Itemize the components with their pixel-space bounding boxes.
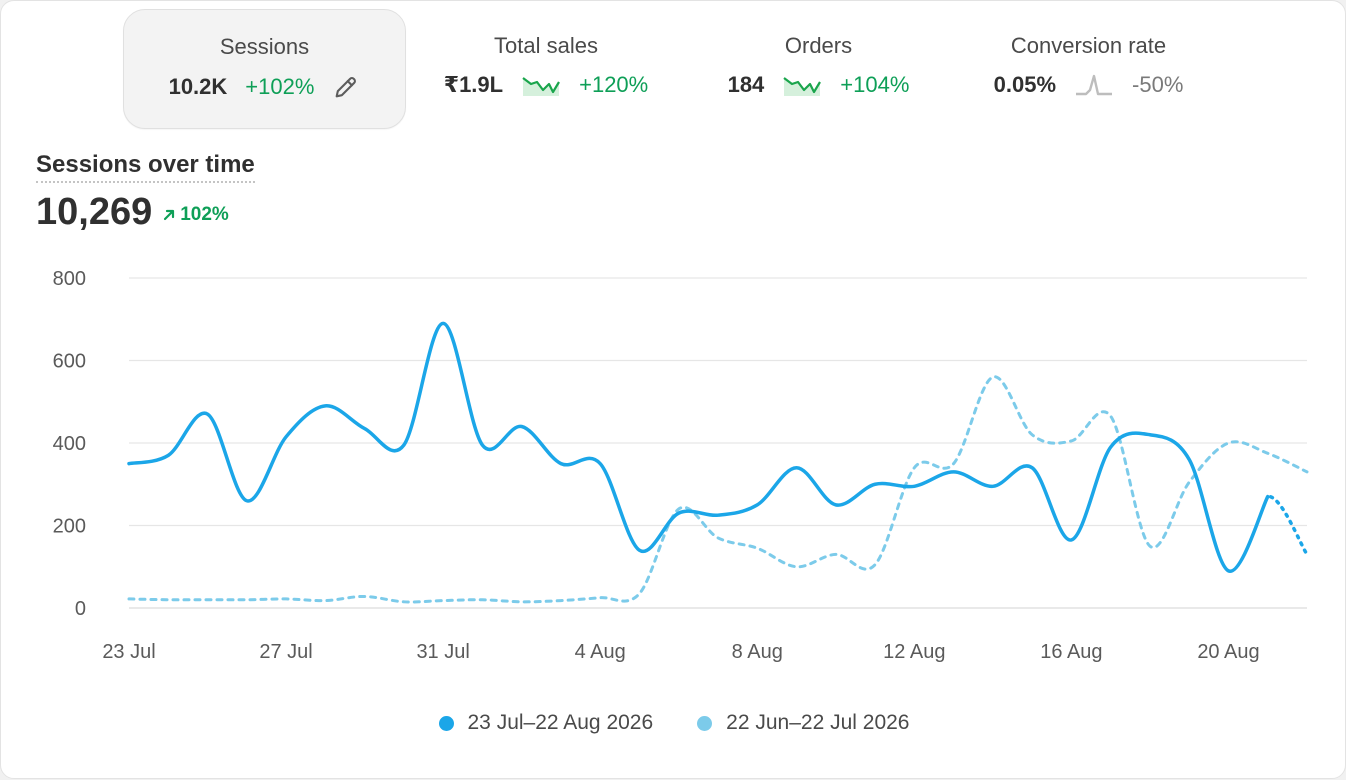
metric-conversion-rate[interactable]: Conversion rate 0.05% -50% [961, 9, 1216, 129]
y-tick-label: 800 [53, 268, 86, 290]
legend-dot [438, 715, 454, 731]
metric-delta: -50% [1132, 72, 1184, 97]
sessions-line-chart: 0 200 400 600 800 23 Jul 27 Jul 31 Jul 4 Aug 8 Au… [53, 268, 1309, 663]
x-tick-label: 8 Aug [732, 641, 783, 663]
sparkline-icon [1074, 72, 1114, 98]
metric-delta: +120% [579, 72, 649, 97]
sparkline-icon [782, 72, 822, 98]
metric-sessions[interactable]: Sessions 10.2K +102% [123, 9, 406, 129]
x-tick-label: 4 Aug [575, 641, 626, 663]
pencil-icon[interactable] [332, 73, 360, 101]
series-line-comparison [127, 375, 1309, 604]
x-tick-label: 12 Aug [883, 641, 945, 663]
sparkline-icon [521, 72, 561, 98]
y-tick-label: 400 [53, 433, 86, 455]
x-tick-label: 16 Aug [1040, 641, 1102, 663]
x-tick-label: 31 Jul [416, 641, 469, 663]
x-tick-label: 23 Jul [102, 641, 155, 663]
chart-delta-value: 102% [180, 203, 229, 225]
metric-value: 0.05% [993, 72, 1057, 97]
series-line-current-partial [1267, 494, 1309, 557]
y-tick-label: 600 [53, 351, 86, 373]
chart-total: 10,269 [36, 191, 153, 233]
metrics-bar: Sessions 10.2K +102% Total sales ₹1.9L [1, 1, 1345, 141]
legend-label: 23 Jul–22 Aug 2026 [467, 711, 654, 734]
chart-title[interactable]: Sessions over time [36, 151, 255, 183]
series-line-current [127, 321, 1270, 573]
metric-delta: +104% [840, 72, 910, 97]
arrow-up-right-icon [164, 209, 175, 220]
metric-title: Conversion rate [1010, 33, 1167, 58]
y-tick-label: 0 [75, 598, 86, 620]
metric-delta: +102% [245, 74, 315, 99]
metric-title: Orders [784, 33, 853, 58]
legend-dot [697, 715, 713, 731]
metric-title: Sessions [219, 34, 310, 59]
y-tick-label: 200 [53, 516, 86, 538]
legend-label: 22 Jun–22 Jul 2026 [726, 711, 910, 734]
metric-title: Total sales [494, 33, 598, 58]
chart-legend: 23 Jul–22 Aug 2026 22 Jun–22 Jul 2026 [1, 711, 1345, 735]
metric-value: 184 [727, 72, 765, 97]
x-tick-label: 20 Aug [1197, 641, 1259, 663]
metric-value: ₹1.9L [443, 72, 504, 97]
legend-item-comparison[interactable]: 22 Jun–22 Jul 2026 [697, 711, 910, 735]
metric-total-sales[interactable]: Total sales ₹1.9L +120% [421, 9, 671, 129]
chart-header: Sessions over time 10,269 102% [36, 151, 255, 234]
metric-value: 10.2K [168, 74, 228, 99]
metric-orders[interactable]: Orders 184 +104% [701, 9, 936, 129]
legend-item-current[interactable]: 23 Jul–22 Aug 2026 [438, 711, 654, 735]
chart-delta: 102% [162, 204, 229, 226]
x-tick-label: 27 Jul [259, 641, 312, 663]
